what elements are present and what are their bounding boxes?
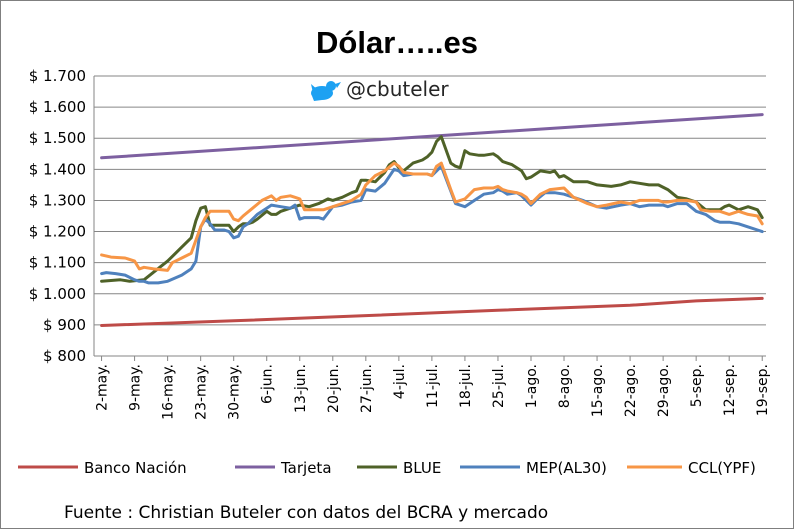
x-tick-label: 23-may.: [194, 364, 210, 420]
chart-title: Dólar…..es: [316, 25, 478, 60]
y-tick-label: $ 1.400: [29, 160, 86, 178]
legend-label-0: Banco Nación: [84, 459, 187, 477]
series-lines: [100, 113, 764, 327]
x-tick-label: 18-jul.: [458, 364, 474, 408]
x-tick-label: 11-jul.: [425, 364, 441, 408]
twitter-bird-icon: [311, 81, 341, 101]
series-line-2: [100, 135, 764, 283]
x-tick-label: 2-may.: [95, 364, 111, 411]
x-tick-label: 27-jun.: [359, 364, 375, 413]
y-tick-label: $ 1.300: [29, 191, 86, 209]
y-tick-label: $ 1.000: [29, 285, 86, 303]
x-tick-label: 1-ago.: [524, 364, 540, 408]
legend-label-3: MEP(AL30): [526, 459, 607, 477]
series-line-1: [100, 113, 764, 160]
series-line-0: [100, 296, 764, 327]
legend: Banco Nación Tarjeta BLUE MEP(AL30) CCL(YPF): [18, 459, 756, 477]
x-tick-label: 13-jun.: [293, 364, 309, 413]
x-tick-label: 19-sep.: [755, 364, 771, 416]
x-tick-label: 5-sep.: [689, 364, 705, 407]
y-tick-label: $ 1.200: [29, 223, 86, 241]
source-note: Fuente : Christian Buteler con datos del…: [64, 503, 548, 523]
y-tick-label: $ 1.700: [29, 67, 86, 85]
x-tick-label: 9-may.: [128, 364, 144, 411]
x-tick-label: 29-ago.: [656, 364, 672, 417]
legend-label-1: Tarjeta: [280, 459, 332, 477]
y-axis-ticks: $ 800 $ 900 $ 1.000 $ 1.100 $ 1.200 $ 1.300 $ …: [29, 67, 86, 365]
gridlines: [94, 75, 766, 357]
y-tick-label: $ 1.600: [29, 98, 86, 116]
legend-label-2: BLUE: [403, 459, 441, 477]
x-tick-label: 30-may.: [227, 364, 243, 420]
x-tick-label: 22-ago.: [623, 364, 639, 417]
y-tick-label: $ 1.100: [29, 254, 86, 272]
twitter-handle-text: @cbuteler: [346, 77, 449, 101]
x-tick-label: 4-jul.: [392, 364, 408, 399]
x-tick-label: 8-ago.: [557, 364, 573, 408]
x-tick-label: 16-may.: [161, 364, 177, 420]
x-tick-label: 20-jun.: [326, 364, 342, 413]
y-tick-label: $ 900: [43, 316, 86, 334]
x-axis: [93, 76, 766, 357]
y-tick-label: $ 1.500: [29, 129, 86, 147]
x-tick-label: 12-sep.: [722, 364, 738, 416]
x-tick-label: 25-jul.: [491, 364, 507, 408]
twitter-handle: @cbuteler: [311, 77, 449, 101]
x-tick-label: 6-jun.: [260, 364, 276, 404]
y-tick-label: $ 800: [43, 347, 86, 365]
legend-label-4: CCL(YPF): [688, 459, 756, 477]
x-tick-label: 15-ago.: [590, 364, 606, 417]
x-axis-ticks: 2-may. 9-may. 16-may. 23-may. 30-may. 6-jun. 1…: [95, 356, 771, 420]
series-line-4: [100, 161, 764, 272]
